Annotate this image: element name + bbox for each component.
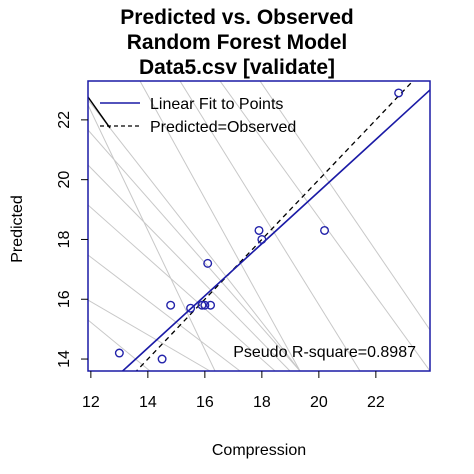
legend: Linear Fit to Points Predicted=Observed: [100, 96, 296, 136]
y-tick-label-0: 14: [56, 350, 73, 368]
background-line-1: [88, 129, 301, 371]
background-line-2: [88, 164, 291, 371]
background-lines: [88, 81, 430, 371]
black-segment: [88, 96, 111, 129]
x-tick-label-3: 18: [253, 394, 271, 411]
legend-fit-label: Linear Fit to Points: [150, 96, 283, 113]
background-line-9: [219, 81, 430, 371]
y-tick-label-2: 18: [56, 230, 73, 248]
data-point-10: [320, 225, 330, 235]
r-square-annotation: Pseudo R-square=0.8987: [233, 344, 416, 361]
chart-title-line-1: Predicted vs. Observed: [120, 6, 354, 29]
data-point-9: [257, 234, 267, 244]
x-tick-label-0: 12: [82, 394, 100, 411]
data-point-1: [157, 354, 167, 364]
data-point-7: [203, 258, 213, 268]
data-point-6: [206, 300, 216, 310]
x-tick-label-2: 16: [196, 394, 214, 411]
y-axis: 14 16 18 20 22: [56, 111, 88, 368]
y-tick-label-1: 16: [56, 290, 73, 308]
y-tick-label-3: 20: [56, 171, 73, 189]
data-point-3: [186, 303, 196, 313]
background-line-7: [139, 81, 301, 371]
chart-title-line-3: Data5.csv [validate]: [138, 56, 336, 79]
data-point-11: [394, 88, 404, 98]
data-point-0: [114, 348, 124, 358]
points-group: [114, 88, 404, 364]
legend-identity-label: Predicted=Observed: [150, 119, 296, 136]
x-tick-label-4: 20: [310, 394, 328, 411]
fit-line: [121, 89, 430, 371]
chart-title-line-2: Random Forest Model: [126, 31, 348, 54]
x-tick-label-5: 22: [367, 394, 385, 411]
fit-line-group: [88, 81, 430, 371]
plot-frame: [87, 80, 431, 372]
x-axis: 12 14 16 18 20 22: [82, 371, 385, 411]
background-line-6: [88, 319, 151, 371]
data-point-8: [254, 225, 264, 235]
background-line-5: [88, 299, 211, 371]
data-point-2: [166, 300, 176, 310]
x-tick-label-1: 14: [139, 394, 157, 411]
background-line-10: [88, 99, 301, 371]
background-line-4: [88, 254, 241, 371]
background-line-0: [88, 104, 216, 371]
y-axis-title: Predicted: [9, 195, 26, 263]
y-tick-label-4: 22: [56, 111, 73, 129]
data-point-4: [197, 300, 207, 310]
data-point-5: [200, 300, 210, 310]
background-line-8: [179, 81, 361, 371]
background-line-3: [88, 204, 276, 371]
background-line-11: [259, 81, 430, 331]
x-axis-title: Compression: [211, 442, 307, 459]
identity-line: [135, 81, 414, 371]
